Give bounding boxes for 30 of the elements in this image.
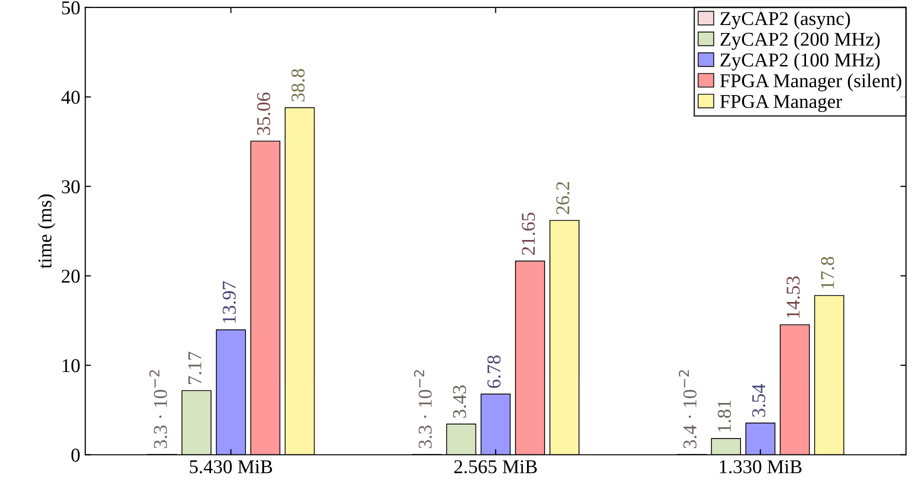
data-label: 3.3 · 10$^{−2}$ (149, 370, 168, 448)
data-label: 6.78 (487, 355, 501, 388)
y-tick-label: 50 (62, 1, 80, 14)
data-label: 3.4 · 10$^{−2}$ (678, 370, 697, 448)
data-label: 3.3 · 10$^{−2}$ (414, 370, 432, 448)
legend-label: ZyCAP2 (200 MHz) (720, 32, 880, 50)
y-tick-label: 10 (62, 359, 80, 372)
y-tick-label: 0 (71, 448, 80, 462)
y-axis-title: time (ms) (38, 194, 56, 268)
data-label: 14.53 (786, 276, 800, 318)
x-tick-label: 1.330 MiB (720, 460, 802, 474)
data-label: 38.8 (291, 68, 305, 102)
legend-label: ZyCAP2 (async) (720, 11, 850, 30)
legend-label: FPGA Manager (720, 94, 842, 112)
data-label: 7.17 (188, 352, 202, 384)
x-tick-label: 5.430 MiB (190, 460, 272, 474)
data-label: 21.65 (522, 212, 536, 255)
data-label: 3.43 (453, 385, 466, 418)
data-label: 13.97 (222, 281, 236, 323)
legend-label: FPGA Manager (silent) (720, 74, 902, 92)
x-tick-label: 2.565 MiB (454, 460, 537, 474)
data-label: 26.2 (556, 182, 570, 214)
y-tick-label: 30 (62, 180, 80, 194)
y-tick-label: 40 (61, 90, 80, 104)
data-label: 3.54 (752, 384, 766, 417)
data-label: 1.81 (718, 400, 731, 432)
y-tick-label: 20 (62, 270, 80, 283)
legend-label: ZyCAP2 (100 MHz) (720, 52, 880, 71)
data-label: 35.06 (257, 92, 270, 135)
data-label: 17.8 (820, 256, 834, 288)
